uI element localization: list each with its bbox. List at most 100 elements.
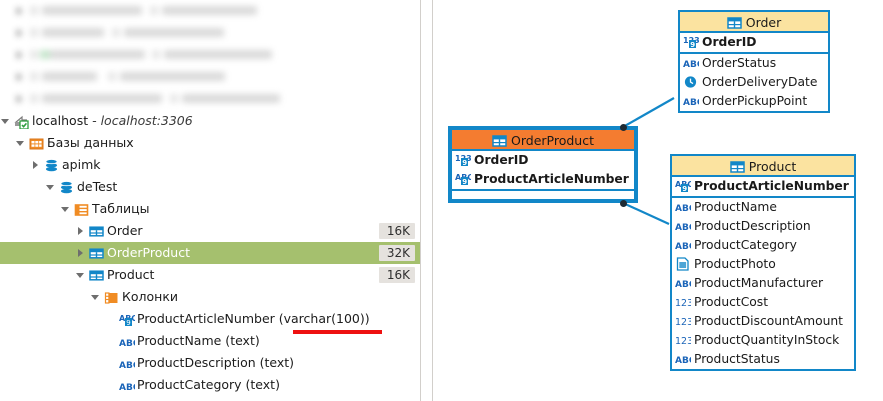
svg-text:ABC: ABC (683, 98, 699, 108)
field-label: ProductCategory (694, 238, 797, 252)
field-label: OrderID (474, 153, 529, 167)
entity-header[interactable]: OrderProduct (452, 130, 634, 151)
tree-row-productarticlenumber[interactable]: ABC9ProductArticleNumber (varchar(100)) (0, 308, 420, 330)
tree-row-таблицы[interactable]: Таблицы (0, 198, 420, 220)
tree-row-productphoto[interactable]: ProductPhoto (mediumblob) (0, 396, 420, 401)
abc-icon: ABC (683, 94, 704, 108)
server-connected-icon (14, 114, 29, 130)
tree-row-redacted[interactable] (0, 22, 420, 44)
entity-field[interactable]: 123 ProductDiscountAmount (672, 312, 854, 331)
entity-field[interactable]: 123 ProductCost (672, 293, 854, 312)
tree-row-productcategory[interactable]: ABCProductCategory (text) (0, 374, 420, 396)
rel-orderproduct-product (622, 201, 670, 226)
tree-row-redacted[interactable] (0, 66, 420, 88)
field-label: ProductStatus (694, 352, 780, 366)
entity-field[interactable]: ABCProductName (672, 198, 854, 217)
entity-field[interactable]: ProductPhoto (672, 255, 854, 274)
redacted-text (170, 94, 178, 103)
chevron-right-icon[interactable] (14, 66, 28, 88)
tree-row-redacted[interactable] (0, 88, 420, 110)
entity-key-field[interactable]: ABC9ProductArticleNumber (672, 177, 854, 196)
tree-row-productdescription[interactable]: ABCProductDescription (text) (0, 352, 420, 374)
field-label: ProductDiscountAmount (694, 314, 843, 328)
table-icon (89, 268, 104, 283)
entity-field[interactable]: 123 ProductQuantityInStock (672, 331, 854, 350)
entity-key-field[interactable]: ABC9ProductArticleNumber (452, 170, 634, 189)
entity-title: OrderProduct (511, 133, 594, 148)
chevron-down-icon[interactable] (15, 132, 29, 154)
table-icon (89, 224, 104, 239)
redacted-text (40, 50, 50, 59)
svg-text:9: 9 (126, 319, 130, 327)
redacted-text (162, 6, 257, 15)
database-icon (59, 180, 74, 195)
chevron-right-icon[interactable] (14, 88, 28, 110)
field-label: OrderStatus (702, 56, 777, 70)
redacted-text (30, 50, 38, 59)
chevron-right-icon[interactable] (75, 220, 89, 242)
tree-row-orderproduct[interactable]: OrderProduct 32K (0, 242, 420, 264)
er-diagram-canvas[interactable]: Order1239OrderIDABCOrderStatusOrderDeliv… (433, 0, 883, 401)
entity-title: Product (748, 159, 797, 174)
entity-field[interactable]: ABCOrderPickupPoint (680, 92, 828, 111)
entity-product[interactable]: ProductABC9ProductArticleNumberABCProduc… (670, 154, 856, 371)
field-label: ProductArticleNumber (694, 179, 849, 193)
chevron-down-icon[interactable] (75, 264, 89, 286)
field-label: ProductName (694, 200, 777, 214)
entity-key-field[interactable]: 1239OrderID (452, 151, 634, 170)
tree-row-product[interactable]: Product 16K (0, 264, 420, 286)
tree-row-detest[interactable]: deTest (0, 176, 420, 198)
entity-orderproduct[interactable]: OrderProduct1239OrderIDABC9ProductArticl… (448, 126, 638, 203)
relation-anchor[interactable] (619, 199, 627, 207)
table-icon (726, 15, 742, 29)
chevron-right-icon[interactable] (30, 154, 44, 176)
tree-row-redacted[interactable] (0, 0, 420, 22)
blob-icon (675, 257, 691, 271)
tree-row-apimk[interactable]: apimk (0, 154, 420, 176)
abc-icon: ABC (675, 200, 696, 214)
chevron-right-icon[interactable] (14, 0, 28, 22)
chevron-down-icon[interactable] (0, 110, 14, 132)
numeric-key-icon: 1239 (683, 34, 700, 49)
entity-field[interactable]: ABCOrderStatus (680, 54, 828, 73)
abc-key-icon: ABC9 (455, 171, 473, 186)
entity-header[interactable]: Order (680, 12, 828, 33)
entity-field[interactable]: OrderDeliveryDate (680, 73, 828, 92)
tree-row-productname[interactable]: ABCProductName (text) (0, 330, 420, 352)
tree-row-базы[interactable]: Базы данных (0, 132, 420, 154)
entity-order[interactable]: Order1239OrderIDABCOrderStatusOrderDeliv… (678, 10, 830, 113)
entity-field[interactable]: ABCProductManufacturer (672, 274, 854, 293)
chevron-right-icon[interactable] (14, 22, 28, 44)
chevron-down-icon[interactable] (45, 176, 59, 198)
svg-text:9: 9 (462, 178, 467, 186)
numeric-key-icon: 1239 (455, 152, 472, 167)
entity-header[interactable]: Product (672, 156, 854, 177)
entity-key-field[interactable]: 1239OrderID (680, 33, 828, 52)
svg-text:9: 9 (690, 41, 695, 49)
tree-row-order[interactable]: Order 16K (0, 220, 420, 242)
tree-row-колонки[interactable]: Колонки (0, 286, 420, 308)
tree-row-localhost[interactable]: localhost - localhost:3306 (0, 110, 420, 132)
abc-column-icon: ABC (119, 334, 140, 349)
entity-field[interactable]: ABCProductStatus (672, 350, 854, 369)
chevron-right-icon[interactable] (14, 44, 28, 66)
redacted-text (50, 50, 145, 59)
redacted-text (30, 28, 38, 37)
redacted-text (42, 72, 97, 81)
entity-key-section: 1239OrderIDABC9ProductArticleNumber (452, 151, 634, 191)
chevron-right-icon[interactable] (75, 242, 89, 264)
entity-field[interactable]: ABCProductCategory (672, 236, 854, 255)
entity-key-section: ABC9ProductArticleNumber (672, 177, 854, 198)
entity-field[interactable]: ABCProductDescription (672, 217, 854, 236)
database-navigator-tree[interactable]: localhost - localhost:3306 Базы данных api… (0, 0, 420, 401)
svg-text:ABC: ABC (119, 383, 135, 393)
panel-splitter[interactable] (420, 0, 433, 401)
relation-anchor[interactable] (619, 123, 627, 131)
svg-text:9: 9 (462, 159, 467, 167)
redacted-text (150, 6, 158, 15)
chevron-down-icon[interactable] (60, 198, 74, 220)
numeric-icon: 123 (675, 314, 693, 328)
chevron-down-icon[interactable] (90, 286, 104, 308)
tree-row-redacted[interactable] (0, 44, 420, 66)
redacted-text (42, 94, 162, 103)
